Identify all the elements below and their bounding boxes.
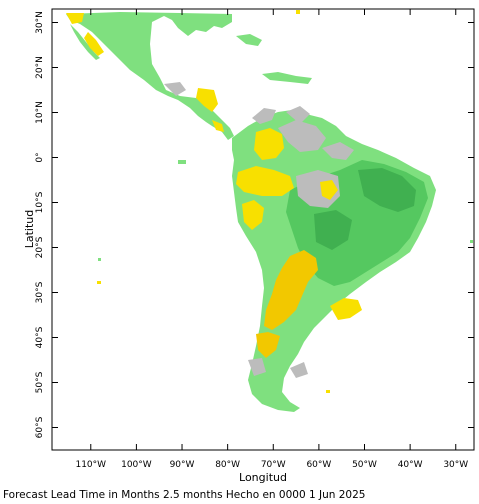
latitude-ticks: 30°N 20°N 10°N 0° 10°S 20°S 30°S 40°S 50°S 60°S (35, 11, 474, 438)
brazil-dark-green (314, 168, 416, 250)
yellow-dot (326, 390, 330, 393)
lat-tick-label: 10°N (35, 101, 45, 124)
mexico-baja-green (70, 24, 100, 60)
land-fields (66, 10, 473, 412)
lat-tick-label: 60°S (35, 416, 45, 438)
lon-tick-label: 40°W (398, 460, 423, 470)
mexico-green (66, 12, 234, 140)
green-dot (470, 240, 473, 243)
lon-tick-label: 80°W (215, 460, 240, 470)
lat-tick-label: 40°S (35, 326, 45, 348)
green-dot (98, 258, 101, 261)
lon-tick-label: 50°W (352, 460, 377, 470)
lat-tick-label: 30°N (35, 11, 45, 34)
yellow-dot (97, 281, 101, 284)
lat-tick-label: 50°S (35, 371, 45, 393)
longitude-ticks: 110°W 100°W 90°W 80°W 70°W 60°W 50°W 40°W 30°W (75, 9, 468, 470)
lat-tick-label: 30°S (35, 281, 45, 303)
lat-tick-label: 0° (35, 152, 45, 162)
x-axis-title: Longitud (239, 471, 287, 484)
lat-tick-label: 20°S (35, 236, 45, 258)
green-dot (178, 160, 186, 164)
caribbean-green (236, 34, 312, 84)
lon-tick-label: 30°W (443, 460, 468, 470)
yellow-dot (296, 10, 300, 14)
lat-tick-label: 10°S (35, 191, 45, 213)
lat-tick-label: 20°N (35, 56, 45, 79)
lon-tick-label: 100°W (121, 460, 152, 470)
argentina-yellow (256, 250, 318, 358)
lon-tick-label: 70°W (261, 460, 286, 470)
footer-caption: Forecast Lead Time in Months 2.5 months … (3, 489, 366, 501)
lon-tick-label: 110°W (75, 460, 106, 470)
yellow-areas (66, 13, 362, 320)
y-axis-title: Latitud (23, 210, 36, 249)
lon-tick-label: 60°W (306, 460, 331, 470)
lon-tick-label: 90°W (170, 460, 195, 470)
